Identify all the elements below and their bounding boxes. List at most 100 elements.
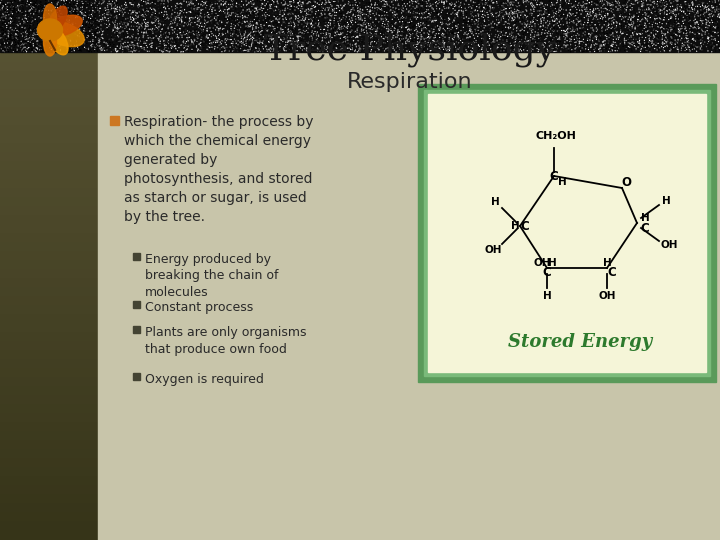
Point: [692, 23, 703, 31]
Point: [398, 30, 410, 38]
Point: [306, 15, 318, 23]
Point: [221, 43, 233, 51]
Point: [59, 19, 71, 28]
Point: [8, 46, 19, 55]
Point: [653, 19, 665, 28]
Point: [480, 0, 492, 7]
Point: [46, 4, 58, 13]
Point: [108, 19, 120, 28]
Point: [176, 18, 187, 26]
Point: [436, 48, 448, 56]
Point: [519, 26, 531, 35]
Point: [288, 16, 300, 25]
Point: [158, 0, 170, 5]
Point: [227, 16, 238, 24]
Point: [561, 18, 572, 26]
Point: [345, 22, 356, 31]
Point: [697, 25, 708, 34]
Point: [179, 18, 191, 27]
Point: [351, 33, 362, 42]
Point: [284, 45, 295, 53]
Point: [180, 32, 192, 41]
Point: [284, 0, 296, 9]
Point: [443, 24, 454, 32]
Point: [548, 22, 559, 30]
Point: [653, 5, 665, 14]
Point: [48, 31, 60, 39]
Point: [474, 32, 486, 41]
Point: [682, 30, 693, 38]
Point: [314, 47, 325, 56]
Point: [450, 9, 462, 18]
Point: [19, 28, 31, 36]
Point: [505, 32, 517, 40]
Point: [707, 3, 719, 12]
Bar: [0, 108, 98, 117]
Point: [318, 31, 330, 40]
Point: [538, 40, 549, 49]
Point: [661, 0, 672, 9]
Point: [469, 25, 481, 33]
Point: [444, 26, 455, 35]
Point: [529, 22, 541, 30]
Point: [375, 29, 387, 37]
Point: [558, 22, 570, 30]
Point: [4, 19, 16, 28]
Point: [32, 2, 43, 10]
Point: [83, 25, 94, 34]
Point: [135, 18, 146, 26]
Point: [703, 25, 714, 33]
Point: [312, 18, 323, 27]
Point: [243, 18, 254, 26]
Point: [81, 21, 92, 30]
Point: [527, 18, 539, 26]
Point: [621, 30, 633, 39]
Point: [153, 19, 164, 28]
Point: [518, 0, 529, 5]
Point: [155, 20, 166, 29]
Point: [194, 29, 205, 37]
Point: [235, 28, 246, 36]
Point: [85, 14, 96, 23]
Bar: [0, 252, 98, 261]
Point: [128, 45, 140, 53]
Point: [519, 28, 531, 37]
Point: [214, 7, 225, 16]
Point: [341, 8, 353, 16]
Point: [691, 9, 703, 17]
Point: [402, 0, 413, 6]
Point: [261, 45, 272, 53]
Point: [147, 8, 158, 17]
Point: [184, 41, 195, 50]
Point: [220, 40, 232, 49]
Point: [325, 16, 336, 25]
Point: [17, 17, 28, 26]
Point: [239, 32, 251, 41]
Point: [383, 28, 395, 36]
Point: [342, 32, 354, 41]
Point: [329, 31, 341, 40]
Point: [125, 47, 137, 56]
Point: [320, 29, 332, 37]
Point: [553, 22, 564, 30]
Point: [72, 5, 84, 14]
Point: [194, 34, 206, 43]
Point: [176, 31, 187, 39]
Point: [629, 0, 641, 9]
Point: [352, 33, 364, 42]
Point: [170, 34, 181, 43]
Point: [64, 37, 76, 46]
Point: [449, 40, 460, 49]
Point: [657, 0, 668, 7]
Point: [90, 0, 102, 6]
Point: [75, 37, 86, 45]
Point: [477, 6, 489, 15]
Point: [446, 28, 458, 37]
Point: [20, 14, 32, 23]
Point: [400, 13, 412, 22]
Point: [95, 25, 107, 33]
Point: [63, 33, 74, 42]
Point: [648, 25, 660, 33]
Point: [405, 1, 416, 9]
Point: [369, 3, 380, 11]
